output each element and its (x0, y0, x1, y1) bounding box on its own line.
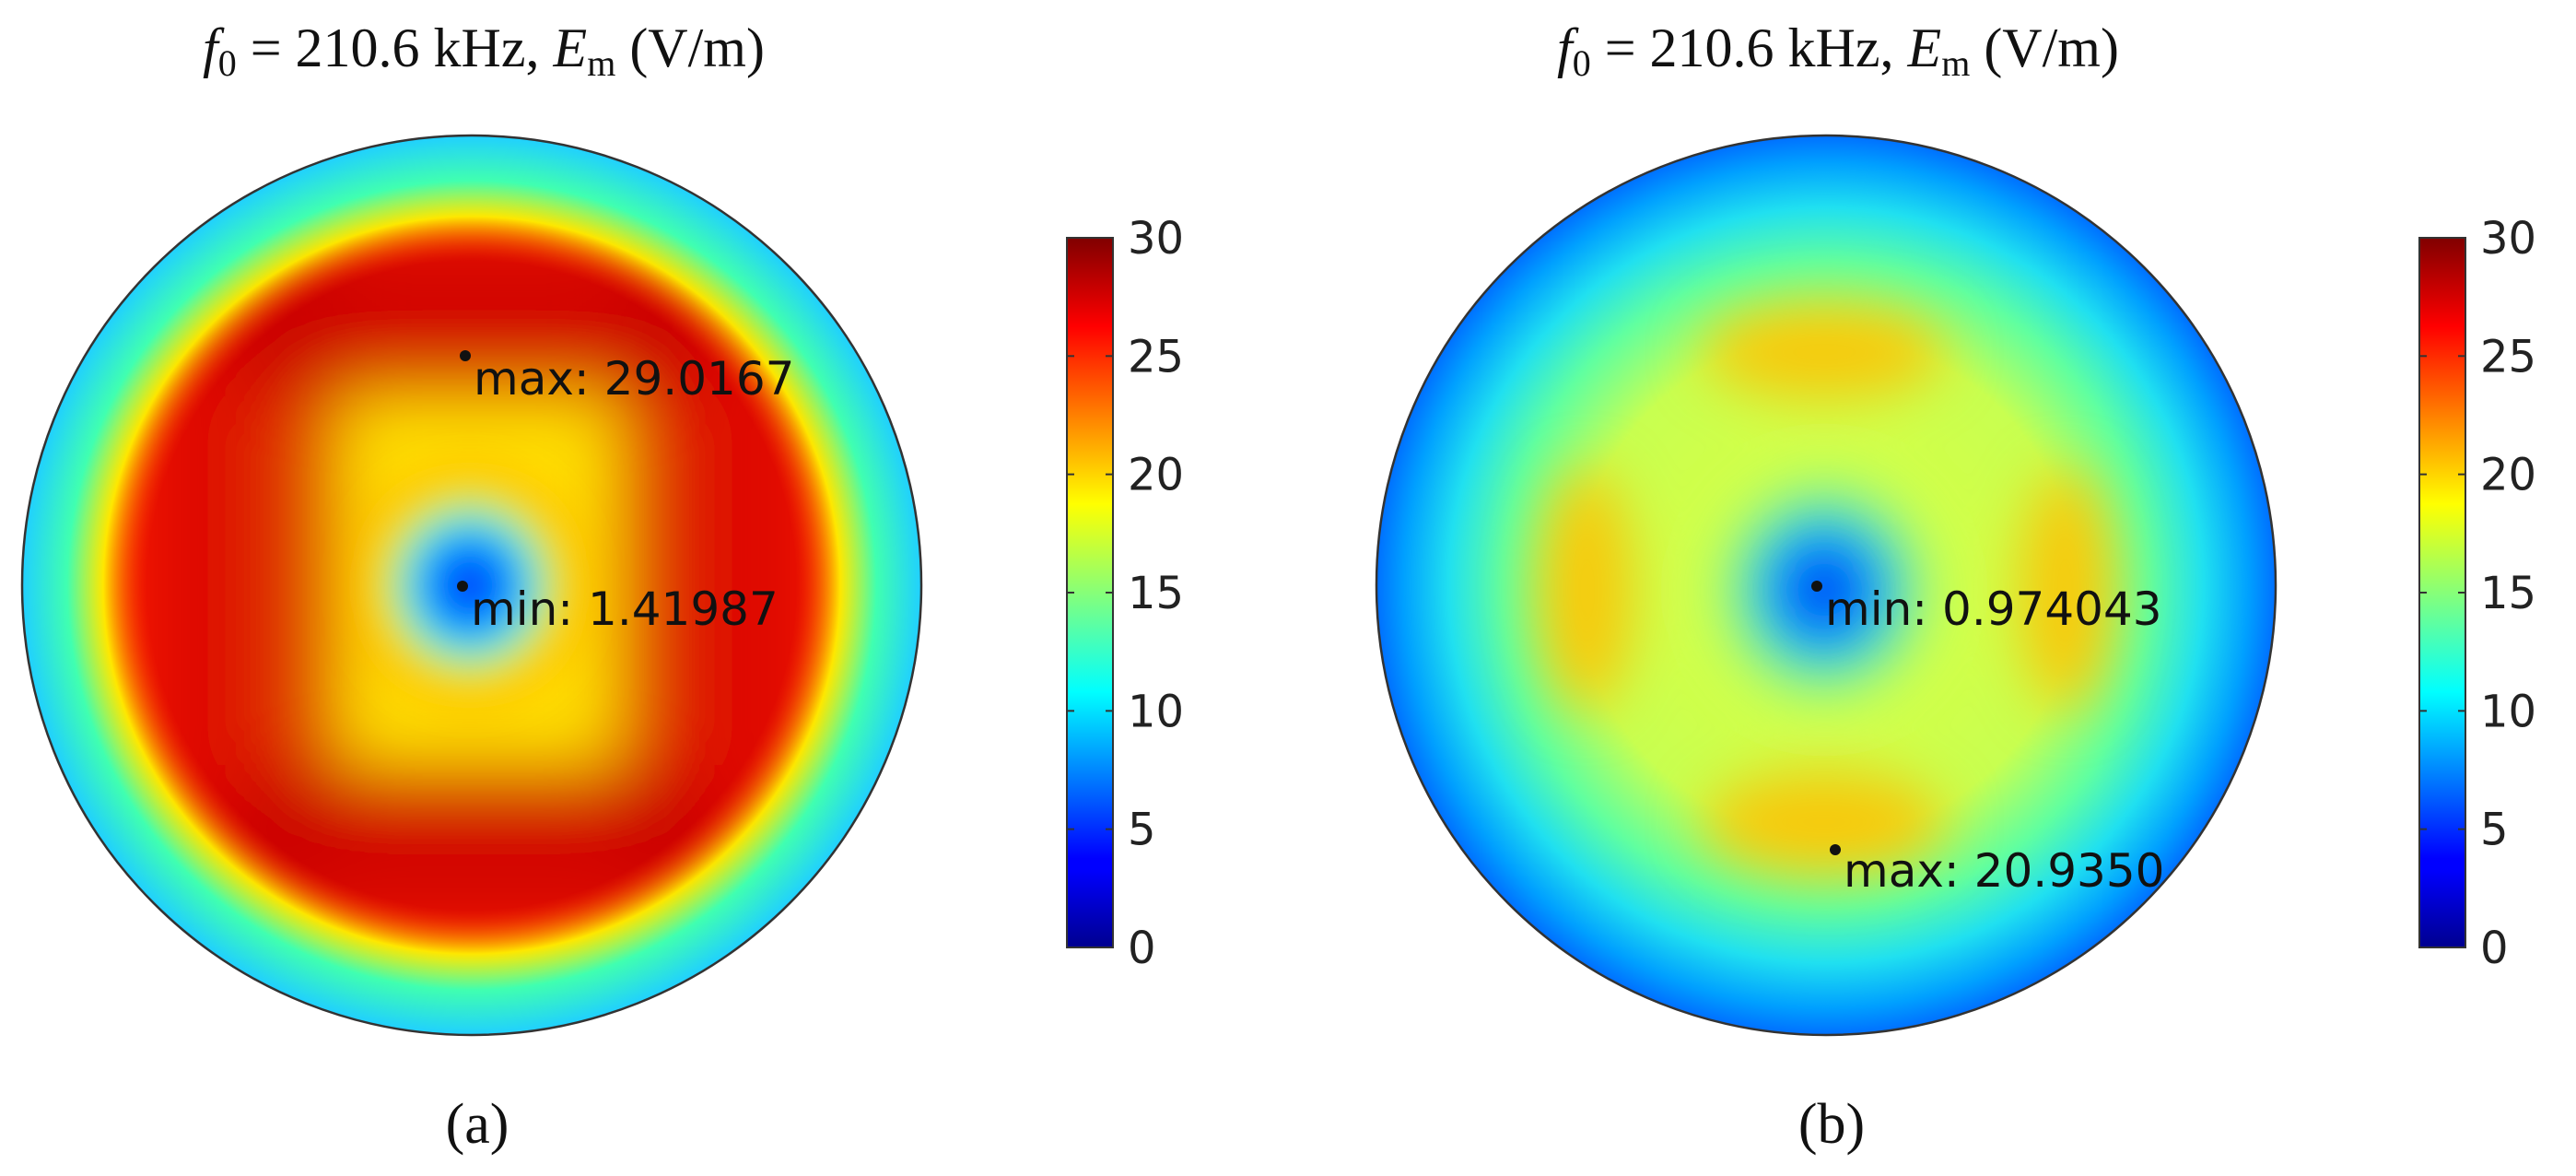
panel-b-title-f: f (1557, 18, 1573, 78)
panel-a-tick-label: 10 (1128, 686, 1184, 737)
panel-b-tick-label: 15 (2480, 568, 2536, 619)
panel-b-title-e-sub: m (1941, 42, 1971, 84)
panel-b-tick-label: 0 (2480, 923, 2509, 974)
panel-b-heatmap (1375, 134, 2277, 1037)
panel-a-heatmap (20, 134, 923, 1037)
panel-b-tick-label: 20 (2480, 450, 2536, 501)
panel-a-title-unit: (V/m) (615, 18, 765, 78)
panel-b-caption: (b) (1797, 1093, 1866, 1156)
panel-b-title-freq: = 210.6 kHz, (1590, 18, 1908, 78)
panel-a-min-marker (457, 581, 468, 592)
panel-a-title-f: f (203, 18, 218, 78)
panel-b-title-f-sub: 0 (1572, 42, 1591, 84)
panel-a-max-label: max: 29.0167 (474, 352, 794, 406)
panel-b-title-e: E (1907, 18, 1942, 78)
panel-a-colorbar-ticks: 30 25 20 15 10 5 0 (1067, 213, 1184, 974)
panel-b-tick-label: 10 (2480, 686, 2536, 737)
panel-a-max-marker (460, 350, 471, 361)
panel-a-tick-label: 25 (1128, 331, 1184, 382)
panel-b-title: f0 = 210.6 kHz, Em (V/m) (1493, 17, 2184, 90)
panel-b-min-marker (1811, 581, 1822, 592)
panel-b-title-unit: (V/m) (1970, 18, 2119, 78)
panel-a-title: f0 = 210.6 kHz, Em (V/m) (138, 17, 829, 90)
panel-a-title-e-sub: m (587, 42, 616, 84)
panel-b-tick-label: 30 (2480, 213, 2536, 265)
panel-a-tick-label: 0 (1128, 923, 1156, 974)
panel-a-title-e: E (553, 18, 588, 78)
panel-a-tick-label: 30 (1128, 213, 1184, 265)
panel-a-tick-label: 20 (1128, 450, 1184, 501)
panel-b-min-label: min: 0.974043 (1825, 582, 2162, 636)
panel-b-tick-label: 25 (2480, 331, 2536, 382)
panel-b-tick-label: 5 (2480, 805, 2509, 856)
panel-a-tick-label: 5 (1128, 805, 1156, 856)
panel-a-title-f-sub: 0 (217, 42, 237, 84)
panel-b-max-label: max: 20.9350 (1844, 844, 2164, 898)
panel-a-tick-label: 15 (1128, 568, 1184, 619)
panel-b-max-marker (1830, 844, 1841, 855)
panel-a-caption: (a) (445, 1093, 509, 1156)
panel-a-colorbar (1066, 237, 1114, 948)
panel-b-colorbar-ticks: 30 25 20 15 10 5 0 (2419, 213, 2536, 974)
panel-a-title-freq: = 210.6 kHz, (236, 18, 554, 78)
panel-a-min-label: min: 1.41987 (471, 582, 779, 636)
